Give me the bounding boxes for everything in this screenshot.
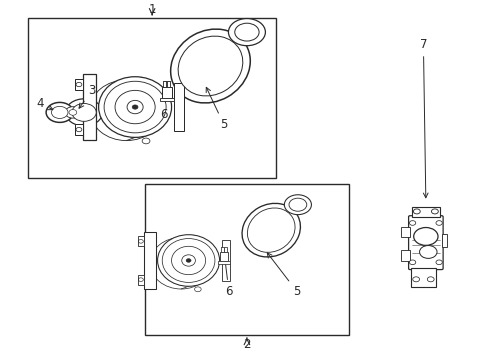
- Bar: [441, 234, 447, 247]
- Bar: [162, 87, 171, 98]
- Ellipse shape: [99, 77, 171, 138]
- Bar: [221, 240, 229, 281]
- Text: 7: 7: [419, 38, 427, 198]
- Ellipse shape: [157, 235, 219, 286]
- Circle shape: [413, 228, 437, 246]
- Text: 3: 3: [79, 84, 96, 108]
- Circle shape: [69, 109, 77, 115]
- Circle shape: [46, 102, 73, 122]
- Bar: [138, 275, 143, 285]
- Circle shape: [284, 195, 311, 215]
- Ellipse shape: [127, 100, 143, 114]
- Circle shape: [427, 277, 433, 282]
- Circle shape: [72, 103, 96, 121]
- Text: 2: 2: [243, 338, 250, 351]
- Bar: [75, 124, 82, 135]
- Text: 5: 5: [206, 87, 227, 131]
- Bar: [138, 237, 143, 246]
- Ellipse shape: [170, 29, 250, 103]
- Circle shape: [186, 259, 191, 262]
- Circle shape: [65, 99, 102, 126]
- Bar: [160, 98, 173, 101]
- Bar: [174, 83, 183, 131]
- Bar: [401, 227, 409, 238]
- Circle shape: [228, 19, 265, 46]
- Circle shape: [419, 246, 436, 258]
- Text: 4: 4: [37, 97, 53, 110]
- Bar: [221, 247, 223, 252]
- Ellipse shape: [247, 208, 294, 252]
- Circle shape: [132, 105, 138, 109]
- Text: 6: 6: [160, 92, 168, 121]
- Bar: [163, 81, 166, 87]
- Circle shape: [412, 277, 419, 282]
- Bar: [401, 250, 409, 261]
- Text: 6: 6: [223, 256, 232, 298]
- Bar: [28, 18, 276, 179]
- Text: 1: 1: [148, 3, 156, 16]
- Text: 5: 5: [267, 253, 300, 298]
- Bar: [411, 207, 439, 217]
- Ellipse shape: [178, 36, 243, 96]
- Circle shape: [430, 209, 437, 214]
- Circle shape: [288, 198, 306, 211]
- Bar: [410, 268, 435, 287]
- Circle shape: [65, 107, 81, 118]
- Bar: [143, 232, 155, 289]
- Circle shape: [435, 260, 441, 265]
- Bar: [218, 261, 229, 264]
- FancyBboxPatch shape: [408, 216, 442, 270]
- Bar: [144, 184, 348, 336]
- Bar: [82, 74, 96, 140]
- Bar: [167, 81, 170, 87]
- Circle shape: [408, 221, 415, 225]
- Ellipse shape: [182, 255, 195, 266]
- Bar: [220, 252, 228, 261]
- Bar: [75, 79, 82, 90]
- Circle shape: [435, 221, 441, 225]
- Bar: [224, 247, 226, 252]
- Ellipse shape: [242, 203, 300, 257]
- Circle shape: [408, 260, 415, 265]
- Circle shape: [412, 209, 419, 214]
- Circle shape: [51, 106, 68, 118]
- Circle shape: [234, 23, 259, 41]
